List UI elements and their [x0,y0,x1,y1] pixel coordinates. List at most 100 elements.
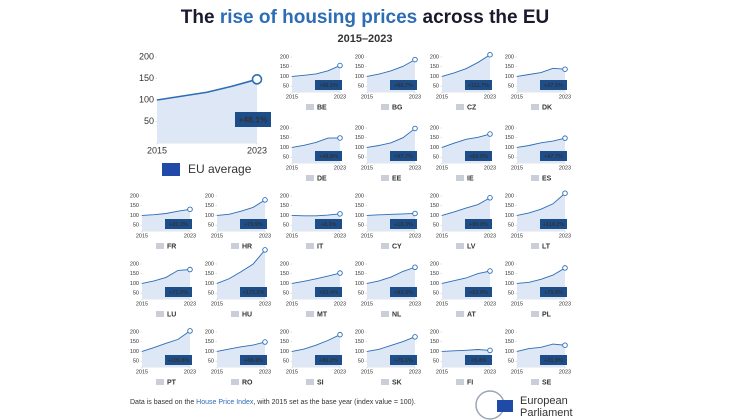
change-box [315,355,342,365]
flag [381,243,389,249]
x-tick-label: 2015 [136,233,148,239]
y-tick-label: 200 [355,193,364,199]
x-tick-label: 2023 [484,233,496,239]
y-tick-label: 200 [130,193,139,199]
change-label: +105.8% [168,358,190,364]
x-tick-label: 2015 [436,165,448,171]
line [441,133,491,148]
flag [531,175,539,181]
footer-part: House Price Index [196,399,254,406]
y-tick-label: 50 [208,291,214,297]
x-tick-label: 2015 [361,233,373,239]
y-tick-label: 200 [505,329,514,335]
chart-title: MT [317,311,328,318]
y-tick-label: 200 [205,193,214,199]
y-tick-label: 200 [205,329,214,335]
chart-title: SI [317,379,324,386]
chart-title: FR [167,243,176,250]
x-tick-label: 2015 [286,233,298,239]
y-tick-label: 100 [130,213,139,219]
chart-title: DE [317,175,327,182]
change-label: +86.2% [319,358,338,364]
y-tick-label: 50 [433,291,439,297]
change-label: +48.4% [244,358,263,364]
logo: European Parliament [475,390,573,420]
x-tick-label: 2023 [409,165,421,171]
end-marker [562,265,568,271]
change-label: +79.8% [544,290,563,296]
flag [531,104,539,110]
end-marker [562,342,568,348]
change-label: +8.3% [321,222,337,228]
chart-title: LT [542,243,551,250]
y-tick-label: 50 [433,155,439,161]
x-tick-label: 2015 [211,369,223,375]
line [441,54,491,77]
y-tick-label: 150 [430,339,439,345]
y-tick-label: 200 [430,329,439,335]
y-tick-label: 50 [358,291,364,297]
y-tick-label: 200 [505,261,514,267]
flag [231,311,239,317]
x-tick-label: 2015 [211,233,223,239]
end-marker [251,74,263,85]
flag [306,311,314,317]
change-box [390,151,417,161]
x-tick-label: 2015 [436,94,448,100]
end-marker [487,268,493,274]
change-box [465,287,492,297]
y-tick-label: 50 [358,84,364,90]
line [516,137,566,148]
area [157,79,257,143]
y-tick-label: 100 [505,74,514,80]
line [441,197,491,216]
line [141,330,191,352]
change-box [315,219,342,229]
x-tick-label: 2023 [409,233,421,239]
y-tick-label: 150 [130,203,139,209]
chart-title: LV [467,243,476,250]
end-marker [187,266,193,273]
y-tick-label: 150 [205,203,214,209]
y-tick-label: 100 [430,145,439,151]
y-tick-label: 100 [505,349,514,355]
flag [456,379,464,385]
end-marker [562,66,568,72]
line [291,65,341,77]
change-box [465,355,492,365]
line [216,199,266,216]
x-tick-label: 2015 [436,301,448,307]
line [516,343,566,352]
flag [156,311,164,317]
x-tick-label: 2023 [484,94,496,100]
y-tick-label: 200 [130,261,139,267]
x-tick-label: 2023 [559,233,571,239]
x-tick-label: 2015 [361,369,373,375]
chart-title: BG [392,104,403,111]
flag [531,379,539,385]
y-tick-label: 50 [283,359,289,365]
y-tick-label: 100 [205,281,214,287]
line [141,208,191,216]
y-tick-label: 150 [355,271,364,277]
end-marker [487,131,493,137]
x-tick-label: 2023 [184,233,196,239]
y-tick-label: 200 [355,329,364,335]
y-tick-label: 100 [280,349,289,355]
change-box [540,287,567,297]
change-label: +63.9% [469,290,488,296]
x-tick-label: 2023 [409,301,421,307]
chart-title: EE [392,175,402,182]
y-tick-label: 100 [130,281,139,287]
area [217,249,265,299]
flag [456,243,464,249]
change-box [315,287,342,297]
chart-title: EU average [188,162,252,176]
y-tick-label: 50 [358,359,364,365]
y-tick-label: 50 [283,84,289,90]
y-tick-label: 150 [505,339,514,345]
y-tick-label: 100 [355,145,364,151]
change-box [540,355,567,365]
y-tick-label: 100 [430,281,439,287]
